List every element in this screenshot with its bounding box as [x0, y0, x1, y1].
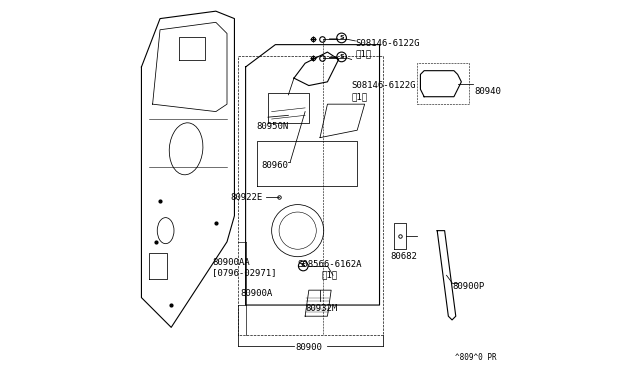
Text: S08566-6162A
（1）: S08566-6162A （1） [297, 260, 362, 279]
Text: S: S [301, 263, 305, 269]
Text: 80900A: 80900A [240, 289, 272, 298]
Text: S08146-6122G
（1）: S08146-6122G （1） [351, 81, 416, 101]
Text: 80682: 80682 [390, 252, 417, 261]
Text: ^809^0 PR: ^809^0 PR [455, 353, 497, 362]
Text: 80932M: 80932M [306, 304, 338, 313]
Text: S: S [339, 54, 344, 60]
Text: S: S [339, 35, 344, 41]
Text: 80900AA
[0796-02971]: 80900AA [0796-02971] [212, 258, 276, 278]
Text: 80900: 80900 [296, 343, 323, 352]
Text: 80950N: 80950N [256, 122, 289, 131]
Text: 80940: 80940 [474, 87, 501, 96]
Text: 80922E: 80922E [230, 193, 262, 202]
Text: 80900P: 80900P [452, 282, 484, 291]
Text: 80960: 80960 [262, 161, 289, 170]
Text: S08146-6122G
（1）: S08146-6122G （1） [355, 39, 420, 58]
